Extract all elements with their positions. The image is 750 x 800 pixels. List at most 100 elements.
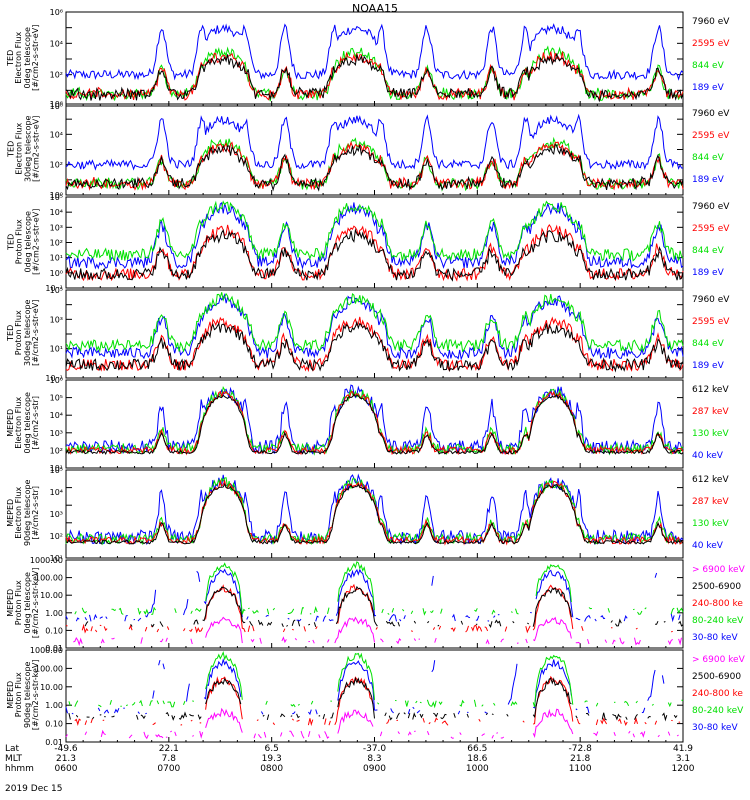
panel-frame — [65, 379, 684, 469]
legend-entry: 130 keV — [692, 519, 729, 529]
y-tick-label: 10⁴ — [50, 411, 63, 420]
legend-entry: 844 eV — [692, 246, 724, 256]
series-black — [65, 393, 684, 455]
legend-entry: 30-80 keV — [692, 723, 738, 733]
y-axis-label: TED Proton Flux 0deg telescope [#/cm2-s-str… — [6, 208, 41, 275]
y-tick-label: 100.00 — [35, 664, 63, 673]
y-tick-label: 10¹ — [50, 554, 63, 563]
panel-5: 10¹ 10² 10³ 10⁴ 10⁵ 10⁶ — [50, 376, 684, 473]
axis-row-value: 3.1 — [675, 754, 691, 764]
legend-entry: 2595 eV — [692, 317, 730, 327]
y-tick-label: 10² — [50, 446, 63, 455]
legend-entry: 189 eV — [692, 268, 724, 278]
y-tick-label: 10³ — [50, 315, 63, 324]
y-tick-label: 10² — [50, 161, 63, 170]
series-red — [75, 677, 683, 725]
axis-row-value: 19.3 — [261, 754, 282, 764]
y-axis-label: TED Electron Flux 0deg telescope [#/cm2-s-s… — [6, 24, 41, 91]
series-black — [65, 483, 684, 545]
y-tick-label: 1000.00 — [30, 556, 63, 565]
series-red — [65, 223, 684, 282]
axis-row-value: 21.8 — [570, 754, 591, 764]
panel-2: 10⁰ 10² 10⁴ 10⁶ — [50, 100, 684, 200]
y-tick-label: 10¹ — [50, 254, 63, 263]
axis-row-value: 1200 — [671, 764, 695, 774]
axis-row-value: -49.6 — [54, 744, 78, 754]
series-black — [65, 228, 684, 282]
panel-3: 10⁻¹ 10⁰ 10¹ 10² 10³ 10⁴ 10⁵ — [45, 193, 684, 293]
y-tick-label: 10⁰ — [50, 269, 63, 278]
y-tick-label: 1000.00 — [30, 646, 63, 655]
y-tick-label: 0.01 — [45, 644, 63, 653]
y-axis-label: MEPED Proton Flux 0deg telescope [#/cm2-s-s… — [6, 567, 41, 639]
legend-entry: 2595 eV — [692, 39, 730, 49]
y-tick-label: 10⁴ — [50, 130, 63, 139]
y-tick-label: 100.00 — [35, 574, 63, 583]
axis-row-value: -37.0 — [362, 744, 387, 754]
series-blue — [65, 23, 684, 81]
legend-entry: > 6900 keV — [692, 655, 745, 665]
y-tick-label: 10³ — [50, 510, 63, 519]
axis-row-value: 0900 — [363, 764, 386, 774]
series-black — [69, 678, 683, 720]
legend-entry: 844 eV — [692, 61, 724, 71]
series-black — [84, 585, 684, 629]
panel-8: 0.01 0.10 1.00 10.00 100.00 1000.00 — [30, 646, 683, 747]
panel-7: 0.01 0.10 1.00 10.00 100.00 1000.00 — [30, 556, 683, 653]
axis-row-value: 1100 — [568, 764, 592, 774]
legend-entry: 189 eV — [692, 83, 724, 93]
axis-row-value: -72.8 — [568, 744, 592, 754]
legend-entry: 30-80 keV — [692, 633, 738, 643]
series-black — [65, 53, 684, 103]
legend-entry: 7960 eV — [692, 109, 730, 119]
y-tick-label: 10.00 — [40, 591, 63, 600]
axis-row-value: 66.5 — [467, 744, 488, 754]
y-tick-label: 10⁵ — [50, 466, 63, 475]
series-magenta — [73, 616, 682, 647]
y-tick-label: 10² — [50, 239, 63, 248]
panel-1: 10⁰ 10² 10⁴ 10⁶ — [50, 8, 684, 111]
legend-entry: 7960 eV — [692, 17, 730, 27]
y-tick-label: 10⁴ — [50, 208, 63, 217]
legend-entry: 287 keV — [692, 407, 729, 417]
y-tick-label: 10³ — [50, 429, 63, 438]
panel-4: 10⁻¹ 10¹ 10³ 10⁵ — [45, 286, 684, 383]
y-axis-label: TED Electron Flux 30deg telescope [#/cm2-s-… — [6, 115, 41, 182]
series-blue — [65, 473, 684, 546]
panel-frame — [65, 559, 684, 649]
axis-row-value: 0800 — [260, 764, 284, 774]
y-tick-label: 10⁵ — [50, 286, 63, 295]
series-blue — [65, 384, 684, 456]
legend-entry: 189 eV — [692, 361, 724, 371]
axis-row-value: 8.3 — [367, 754, 382, 764]
y-tick-label: 10⁵ — [50, 193, 63, 202]
y-tick-label: 10² — [50, 71, 63, 80]
series-green — [65, 292, 684, 353]
legend-entry: 80-240 keV — [692, 706, 744, 716]
legend-entry: 40 keV — [692, 541, 723, 551]
y-tick-label: 10⁶ — [50, 100, 63, 109]
legend-entry: 7960 eV — [692, 202, 730, 212]
legend-entry: 844 eV — [692, 153, 724, 163]
series-magenta — [65, 707, 679, 740]
y-tick-label: 10⁶ — [50, 8, 63, 17]
axis-row-value: 1000 — [465, 764, 489, 774]
series-blue — [66, 570, 683, 622]
y-tick-label: 10⁶ — [50, 376, 63, 385]
y-axis-label: MEPED Proton Flux 90deg telescope [#/cm2-s-… — [6, 659, 41, 731]
legend-entry: 844 eV — [692, 339, 724, 349]
legend-entry: 130 keV — [692, 429, 729, 439]
y-tick-label: 10⁰ — [50, 102, 63, 111]
axis-row-name: hhmm — [5, 764, 34, 774]
panel-6: 10¹ 10² 10³ 10⁴ 10⁵ — [50, 466, 684, 563]
series-black — [65, 320, 684, 373]
legend-entry: 240-800 ke — [692, 599, 743, 609]
legend-entry: 2500-6900 — [692, 582, 742, 592]
y-axis-label: TED Proton Flux 30deg telescope [#/cm2-s-st… — [6, 299, 41, 367]
y-tick-label: 10¹ — [50, 464, 63, 473]
legend-entry: 2500-6900 — [692, 672, 742, 682]
series-green — [65, 200, 684, 262]
legend-entry: 240-800 ke — [692, 689, 743, 699]
legend-entry: 2595 eV — [692, 131, 730, 141]
